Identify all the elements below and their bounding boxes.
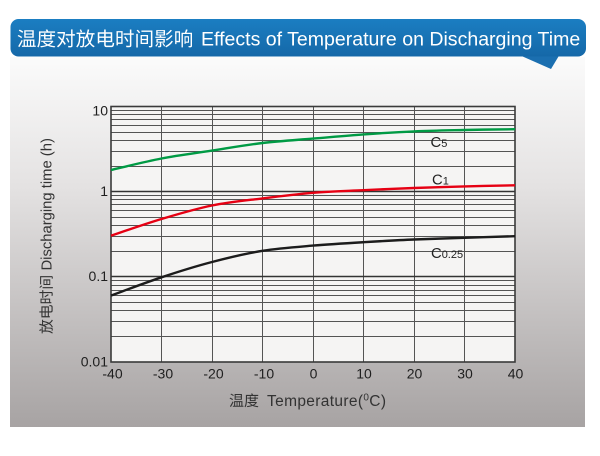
svg-text:C0.25: C0.25 (431, 246, 463, 262)
svg-text:Temperature(0C): Temperature(0C) (267, 393, 386, 411)
svg-text:10: 10 (356, 366, 372, 382)
svg-text:C5: C5 (431, 135, 448, 151)
svg-text:0.01: 0.01 (81, 354, 108, 370)
svg-text:C1: C1 (432, 173, 449, 189)
svg-text:-40: -40 (102, 366, 122, 382)
svg-text:30: 30 (457, 366, 473, 382)
svg-text:Effects of Temperature on Disc: Effects of Temperature on Discharging Ti… (201, 29, 580, 51)
svg-text:-30: -30 (153, 366, 173, 382)
svg-text:-10: -10 (254, 366, 274, 382)
svg-text:0: 0 (310, 366, 318, 382)
svg-text:0.1: 0.1 (89, 268, 109, 284)
svg-text:20: 20 (407, 366, 423, 382)
svg-text:10: 10 (92, 103, 108, 119)
svg-text:40: 40 (508, 366, 524, 382)
svg-text:Discharging time (h): Discharging time (h) (40, 138, 56, 270)
svg-text:1: 1 (100, 183, 108, 199)
svg-text:-20: -20 (203, 366, 223, 382)
